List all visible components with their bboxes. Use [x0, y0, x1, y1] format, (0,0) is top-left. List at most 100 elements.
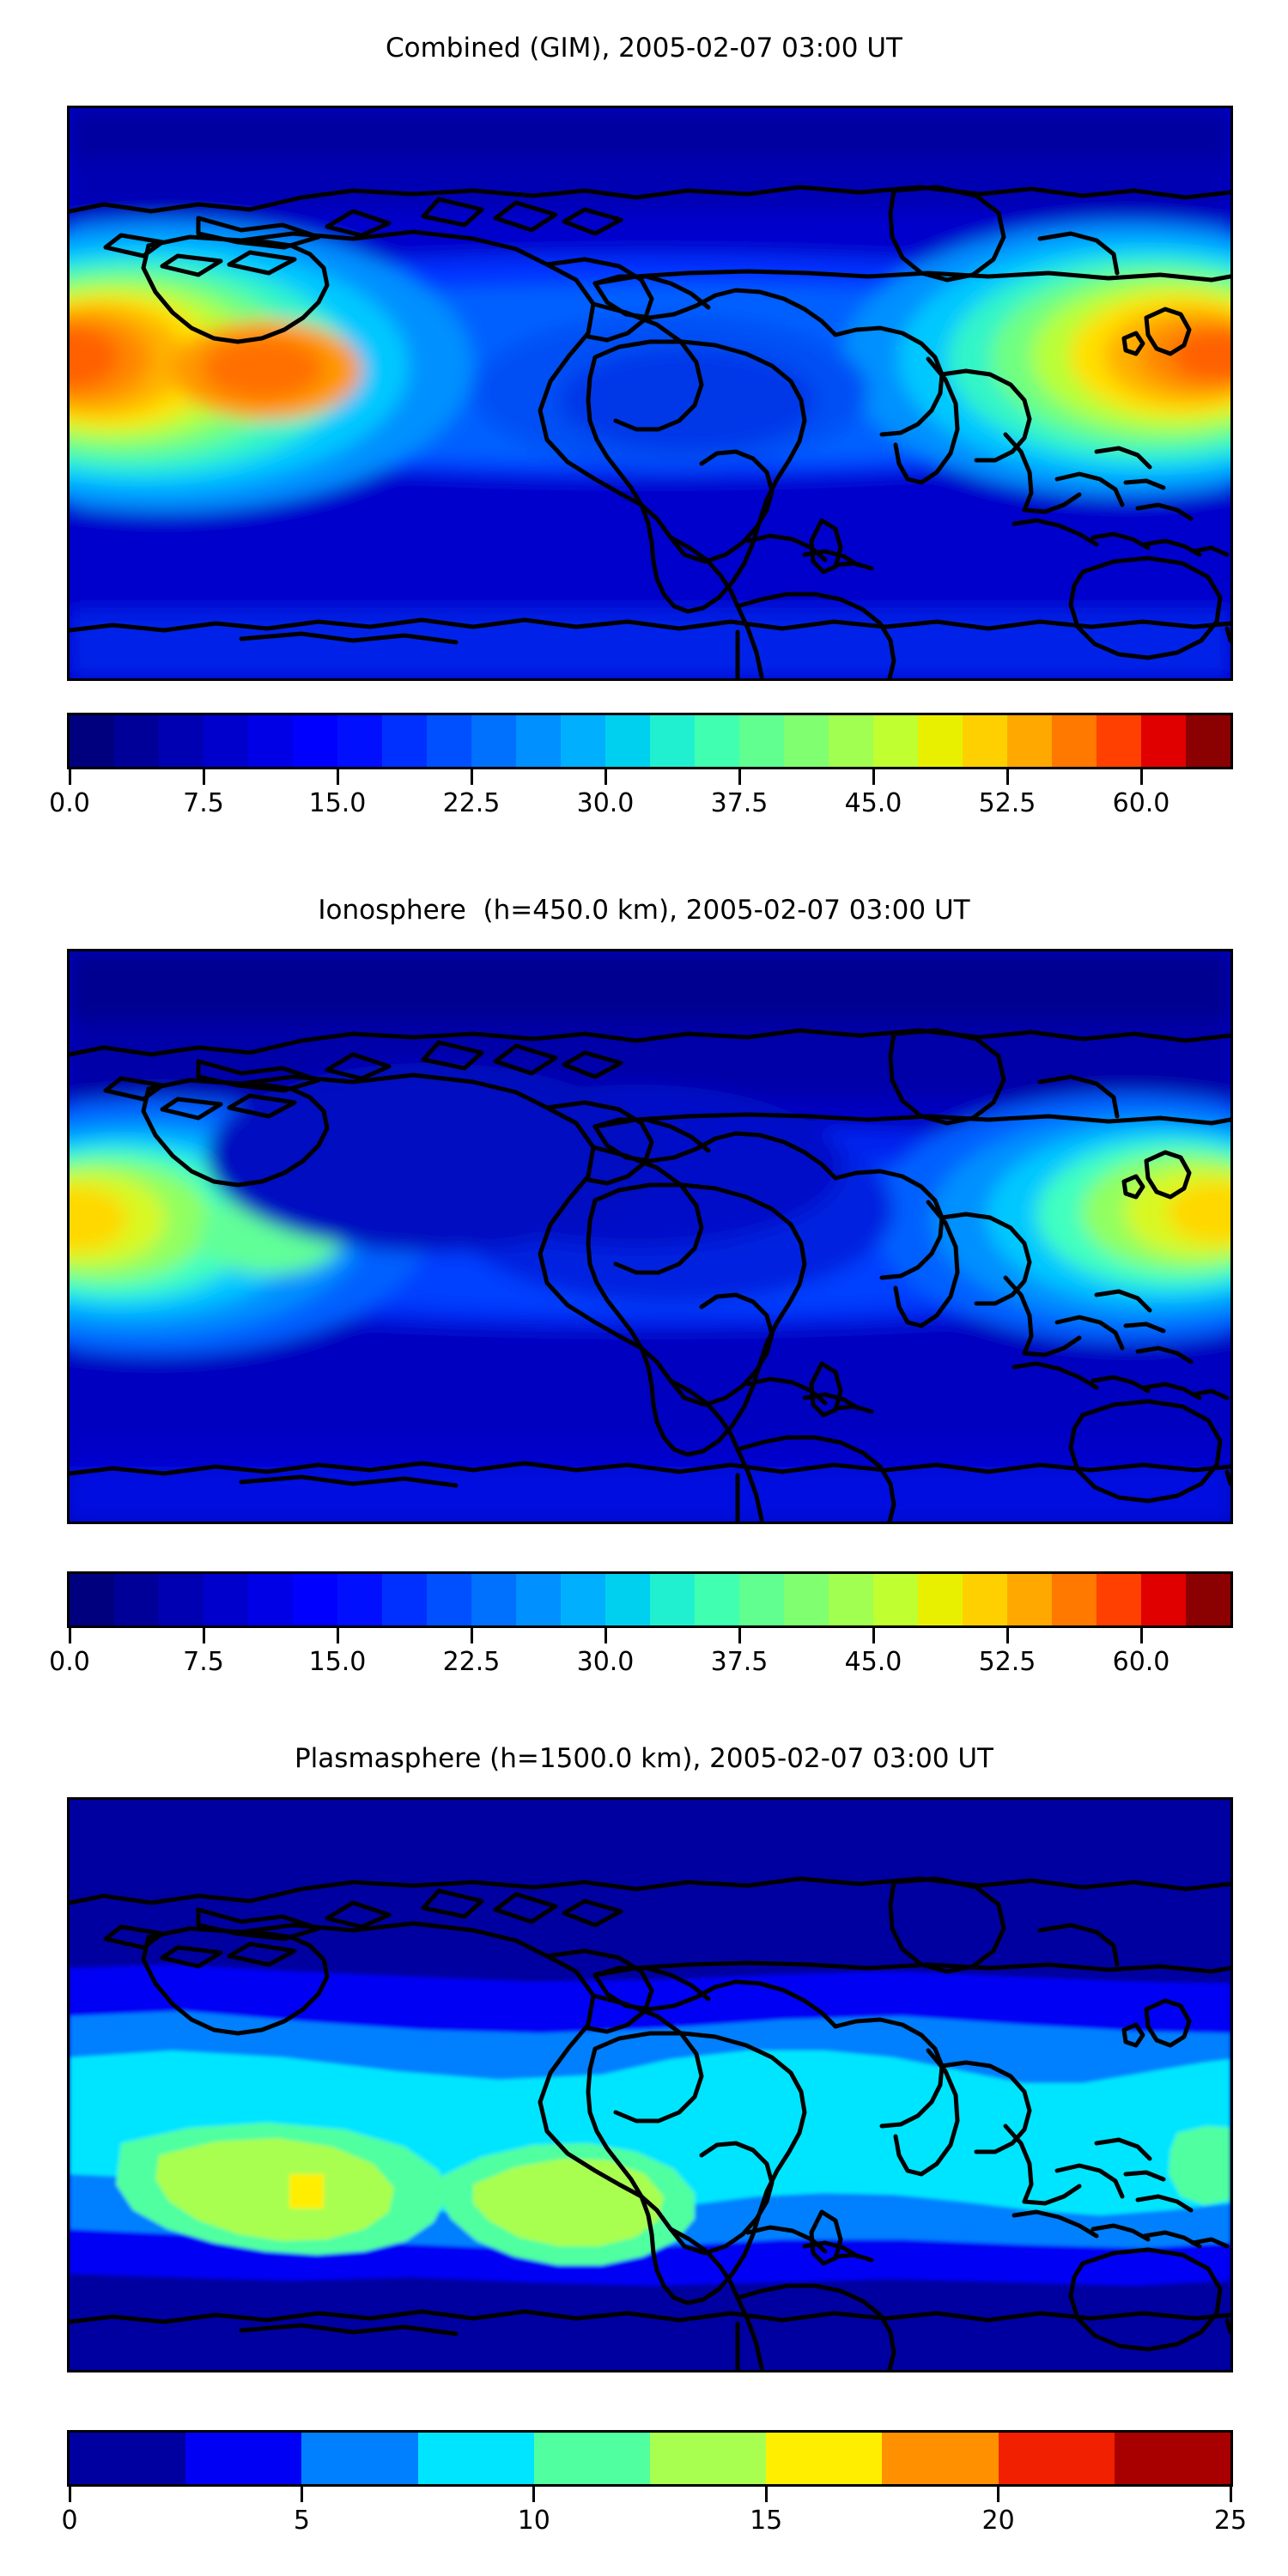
- colorbar-swatch: [873, 715, 918, 767]
- colorbar-swatch: [301, 2433, 418, 2484]
- colorbar-tick-label: 10: [517, 2506, 550, 2536]
- colorbar-tick-label: 25: [1213, 2506, 1248, 2536]
- colorbar-tick: [470, 1628, 473, 1643]
- colorbar-swatch: [516, 715, 561, 767]
- colorbar-labels-ionosphere: 0.0 7.5 15.0 22.5 30.0 37.5 45.0 52.5 60.0: [49, 1647, 1233, 1685]
- colorbar-tick-label: 37.5: [710, 1647, 769, 1677]
- map-svg-plasmasphere: [70, 1800, 1230, 2370]
- colorbar-tick: [872, 769, 875, 785]
- panel-title-combined: Combined (GIM), 2005-02-07 03:00 UT: [386, 33, 902, 64]
- colorbar-swatch: [1007, 1574, 1052, 1625]
- colorbar-combined[interactable]: [67, 713, 1233, 769]
- colorbar-swatch: [114, 715, 159, 767]
- panel-title-ionosphere: Ionosphere (h=450.0 km), 2005-02-07 03:0…: [318, 895, 970, 926]
- colorbar-tick-label: 0.0: [49, 788, 90, 818]
- colorbar-tick-label: 15.0: [308, 788, 367, 818]
- colorbar-swatch: [963, 715, 1007, 767]
- colorbar-tick-label: 15: [750, 2506, 783, 2536]
- colorbar-swatch: [185, 2433, 302, 2484]
- panel-combined-gim: Combined (GIM), 2005-02-07 03:00 UT: [0, 0, 1288, 859]
- colorbar-ionosphere[interactable]: [67, 1571, 1233, 1628]
- colorbar-swatch: [695, 715, 739, 767]
- colorbar-tick: [1005, 1628, 1009, 1643]
- colorbar-tick: [336, 769, 339, 785]
- colorbar-tick: [68, 769, 71, 785]
- colorbar-tick: [1229, 2487, 1232, 2502]
- colorbar-tick-label: 5: [293, 2506, 310, 2536]
- colorbar-tick-label: 52.5: [978, 788, 1036, 818]
- colorbar-tick-label: 45.0: [844, 1647, 902, 1677]
- colorbar-tick: [738, 769, 741, 785]
- colorbar-swatch: [1186, 715, 1230, 767]
- colorbar-ticks-plasmasphere: [67, 2487, 1233, 2506]
- colorbar-swatch: [427, 715, 471, 767]
- colorbar-tick: [532, 2487, 536, 2502]
- colorbar-swatch: [114, 1574, 159, 1625]
- colorbar-swatch: [1114, 2433, 1230, 2484]
- colorbar-swatch: [204, 1574, 248, 1625]
- colorbar-swatch: [382, 1574, 427, 1625]
- colorbar-swatch: [1052, 1574, 1097, 1625]
- colorbar-swatch: [650, 1574, 695, 1625]
- colorbar-tick-label: 22.5: [442, 788, 501, 818]
- colorbar-plasmasphere[interactable]: [67, 2430, 1233, 2487]
- colorbar-tick: [1005, 769, 1009, 785]
- colorbar-swatch: [70, 715, 114, 767]
- colorbar-swatch: [337, 1574, 382, 1625]
- colorbar-swatch: [882, 2433, 999, 2484]
- colorbar-tick-label: 7.5: [183, 1647, 224, 1677]
- colorbar-swatch: [1097, 1574, 1141, 1625]
- colorbar-swatch: [248, 1574, 293, 1625]
- colorbar-tick: [470, 769, 473, 785]
- colorbar-swatch: [337, 715, 382, 767]
- colorbar-swatch: [650, 715, 695, 767]
- colorbar-tick-label: 0.0: [49, 1647, 90, 1677]
- colorbar-swatch: [1052, 715, 1097, 767]
- colorbar-tick: [202, 769, 205, 785]
- colorbar-tick-label: 20: [981, 2506, 1015, 2536]
- colorbar-tick-label: 30.0: [576, 1647, 635, 1677]
- colorbar-swatch: [784, 715, 829, 767]
- colorbar-labels-combined: 0.0 7.5 15.0 22.5 30.0 37.5 45.0 52.5 60.0: [49, 788, 1233, 826]
- colorbar-tick-label: 60.0: [1112, 1647, 1170, 1677]
- colorbar-swatch: [382, 715, 427, 767]
- panel-ionosphere: Ionosphere (h=450.0 km), 2005-02-07 03:0…: [0, 0, 1288, 1677]
- colorbar-tick-label: 45.0: [844, 788, 902, 818]
- colorbar-swatch: [1141, 1574, 1186, 1625]
- colorbar-tick: [68, 1628, 71, 1643]
- colorbar-swatch: [204, 715, 248, 767]
- colorbar-tick-label: 0: [61, 2506, 78, 2536]
- colorbar-swatch: [159, 715, 204, 767]
- colorbar-swatch: [471, 1574, 516, 1625]
- colorbar-swatch: [739, 715, 784, 767]
- panel-title-plasmasphere: Plasmasphere (h=1500.0 km), 2005-02-07 0…: [294, 1743, 993, 1774]
- colorbar-swatch: [293, 715, 337, 767]
- colorbar-swatch: [784, 1574, 829, 1625]
- colorbar-swatch: [829, 1574, 873, 1625]
- colorbar-swatch: [695, 1574, 739, 1625]
- colorbar-tick: [202, 1628, 205, 1643]
- colorbar-tick-label: 30.0: [576, 788, 635, 818]
- colorbar-swatch: [963, 1574, 1007, 1625]
- colorbar-swatch: [918, 715, 963, 767]
- colorbar-tick-label: 15.0: [308, 1647, 367, 1677]
- colorbar-swatch: [998, 2433, 1115, 2484]
- colorbar-swatch: [533, 2433, 651, 2484]
- colorbar-tick: [300, 2487, 303, 2502]
- colorbar-tick: [738, 1628, 741, 1643]
- colorbar-tick: [604, 1628, 607, 1643]
- colorbar-swatch: [605, 715, 650, 767]
- colorbar-tick: [1139, 769, 1143, 785]
- colorbar-ticks-ionosphere: [67, 1628, 1233, 1647]
- colorbar-tick: [764, 2487, 768, 2502]
- colorbar-swatch: [766, 2433, 883, 2484]
- colorbar-swatch: [605, 1574, 650, 1625]
- map-svg-ionosphere: [70, 951, 1230, 1522]
- colorbar-swatch: [293, 1574, 337, 1625]
- colorbar-tick-label: 22.5: [442, 1647, 501, 1677]
- colorbar-swatch: [516, 1574, 561, 1625]
- colorbar-wrap-ionosphere: 0.0 7.5 15.0 22.5 30.0 37.5 45.0 52.5 60.0: [49, 1571, 1233, 1685]
- colorbar-tick: [1139, 1628, 1143, 1643]
- colorbar-swatch: [248, 715, 293, 767]
